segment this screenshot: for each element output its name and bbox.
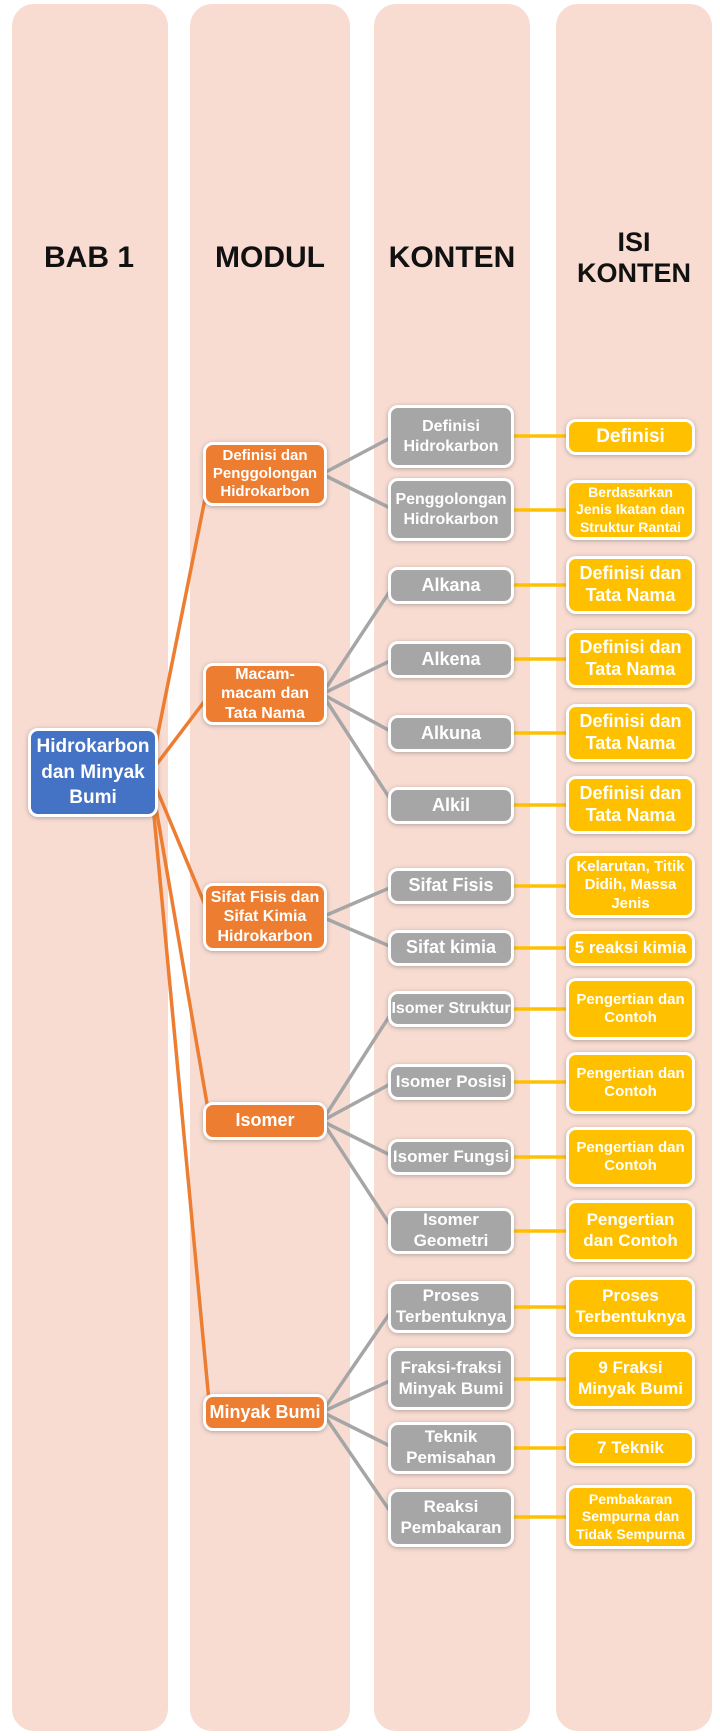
- module-node-minyak-bumi: Minyak Bumi: [203, 1394, 327, 1431]
- konten-node-isomer-struktur: Isomer Struktur: [388, 991, 514, 1027]
- konten-node-proses-terbentuknya: Proses Terbentuknya: [388, 1281, 514, 1333]
- konten-node-isomer-fungsi: Isomer Fungsi: [388, 1139, 514, 1175]
- isi-node-definisi: Definisi: [566, 419, 695, 455]
- konten-node-reaksi-pembakaran: Reaksi Pembakaran: [388, 1489, 514, 1547]
- konten-node-isomer-posisi: Isomer Posisi: [388, 1064, 514, 1100]
- column-header-isi-konten: ISI KONTEN: [577, 226, 691, 288]
- column-header-modul: MODUL: [215, 240, 325, 274]
- konten-node-alkil: Alkil: [388, 787, 514, 824]
- column-modul: [190, 4, 350, 1731]
- isi-node-pengertian-contoh: Pengertian dan Contoh: [566, 978, 695, 1040]
- konten-node-definisi-hidrokarbon: Definisi Hidrokarbon: [388, 405, 514, 468]
- isi-node-7-teknik: 7 Teknik: [566, 1430, 695, 1466]
- module-node-isomer: Isomer: [203, 1102, 327, 1140]
- konten-node-alkena: Alkena: [388, 641, 514, 678]
- isi-node-5-reaksi-kimia: 5 reaksi kimia: [566, 931, 695, 966]
- module-node-macam-macam: Macam-macam dan Tata Nama: [203, 663, 327, 725]
- root-node: Hidrokarbon dan Minyak Bumi: [28, 728, 158, 817]
- column-header-bab1: BAB 1: [43, 240, 134, 274]
- isi-node-berdasarkan-jenis: Berdasarkan Jenis Ikatan dan Struktur Ra…: [566, 480, 695, 540]
- module-node-sifat: Sifat Fisis dan Sifat Kimia Hidrokarbon: [203, 883, 327, 951]
- isi-node-proses-terbentuknya: Proses Terbentuknya: [566, 1277, 695, 1337]
- root-to-module-connectors: [148, 472, 212, 1414]
- konten-node-sifat-kimia: Sifat kimia: [388, 930, 514, 966]
- column-bab1: [12, 4, 168, 1731]
- column-header-konten: KONTEN: [388, 240, 516, 274]
- isi-node-kelarutan: Kelarutan, Titik Didih, Massa Jenis: [566, 853, 695, 918]
- isi-node-definisi-tata-nama: Definisi dan Tata Nama: [566, 776, 695, 834]
- isi-node-pengertian-contoh: Pengertian dan Contoh: [566, 1052, 695, 1114]
- isi-node-definisi-tata-nama: Definisi dan Tata Nama: [566, 630, 695, 688]
- konten-node-alkuna: Alkuna: [388, 715, 514, 752]
- isi-node-definisi-tata-nama: Definisi dan Tata Nama: [566, 556, 695, 614]
- konten-to-isi-connectors: [508, 434, 574, 1519]
- konten-node-alkana: Alkana: [388, 567, 514, 604]
- konten-node-penggolongan-hidrokarbon: Penggolongan Hidrokarbon: [388, 478, 514, 541]
- konten-node-teknik-pemisahan: Teknik Pemisahan: [388, 1422, 514, 1474]
- module-node-definisi-penggolongan: Definisi dan Penggolongan Hidrokarbon: [203, 442, 327, 506]
- isi-node-definisi-tata-nama: Definisi dan Tata Nama: [566, 704, 695, 762]
- konten-node-sifat-fisis: Sifat Fisis: [388, 868, 514, 904]
- module-to-konten-connectors: [320, 434, 396, 1519]
- isi-node-pengertian-contoh: Pengertian dan Contoh: [566, 1127, 695, 1187]
- isi-node-pembakaran: Pembakaran Sempurna dan Tidak Sempurna: [566, 1485, 695, 1549]
- isi-node-pengertian-contoh: Pengertian dan Contoh: [566, 1200, 695, 1262]
- isi-node-9-fraksi: 9 Fraksi Minyak Bumi: [566, 1349, 695, 1409]
- konten-node-isomer-geometri: Isomer Geometri: [388, 1208, 514, 1254]
- konten-node-fraksi-fraksi: Fraksi-fraksi Minyak Bumi: [388, 1348, 514, 1410]
